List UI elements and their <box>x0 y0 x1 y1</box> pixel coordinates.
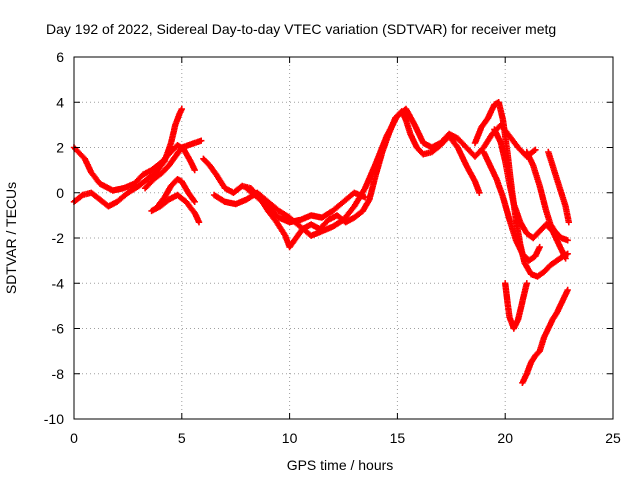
series-track-o <box>519 286 571 386</box>
tick-layer: 0 5 10 15 20 25 -10 -8 -6 -4 -2 0 2 4 6 <box>44 49 621 446</box>
series-track-j <box>491 126 569 262</box>
data-markers <box>502 280 530 332</box>
x-tick-label: 20 <box>497 430 513 446</box>
data-markers <box>148 191 203 226</box>
y-tick-label: 2 <box>56 140 64 156</box>
chart-title: Day 192 of 2022, Sidereal Day-to-day VTE… <box>46 21 556 37</box>
data-layer <box>70 99 572 386</box>
series-track-h <box>243 185 369 226</box>
data-markers <box>141 137 205 192</box>
y-tick-label: 4 <box>56 94 64 110</box>
data-markers <box>519 286 571 386</box>
data-markers <box>210 105 539 239</box>
series-track-k <box>480 148 543 264</box>
series-track-l <box>523 148 571 244</box>
series-track-c <box>141 137 205 192</box>
series-track-e <box>148 191 203 226</box>
y-tick-label: 6 <box>56 49 64 65</box>
data-markers <box>491 126 569 262</box>
y-tick-label: -6 <box>52 321 65 337</box>
x-axis-label: GPS time / hours <box>287 457 394 473</box>
x-tick-label: 0 <box>70 430 78 446</box>
data-markers <box>523 148 571 244</box>
x-tick-label: 10 <box>282 430 298 446</box>
x-tick-label: 15 <box>390 430 406 446</box>
series-track-n <box>502 280 530 332</box>
data-markers <box>545 148 572 226</box>
series-track-g <box>210 105 539 239</box>
y-tick-label: 0 <box>56 185 64 201</box>
series-track-m <box>545 148 572 226</box>
y-tick-label: -2 <box>52 230 65 246</box>
y-tick-label: -10 <box>44 411 64 427</box>
y-axis-label: SDTVAR / TECUs <box>3 182 19 294</box>
x-tick-label: 5 <box>178 430 186 446</box>
y-tick-label: -8 <box>52 366 65 382</box>
x-tick-label: 25 <box>605 430 621 446</box>
data-markers <box>480 148 543 264</box>
data-markers <box>243 185 369 226</box>
y-tick-label: -4 <box>52 275 65 291</box>
